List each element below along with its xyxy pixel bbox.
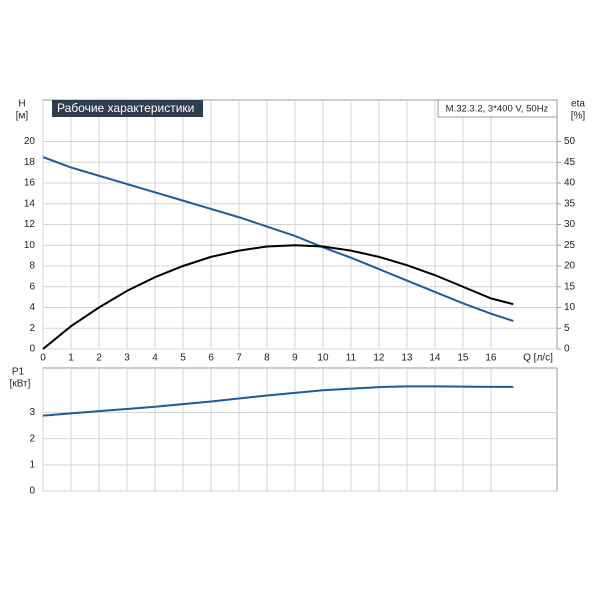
y-tick-label: 18 [24, 157, 36, 168]
y-tick-label: 0 [29, 344, 35, 355]
x-tick-label: 13 [401, 353, 413, 364]
y-tick-label: 3 [29, 407, 35, 418]
y-tick-label: 2 [29, 433, 35, 444]
y2-tick-label: 50 [564, 136, 576, 147]
y2-tick-label: 15 [564, 281, 576, 292]
y-tick-label: 10 [24, 240, 36, 251]
y-tick-label: 4 [29, 302, 35, 313]
y-unit: [кВт] [10, 379, 31, 390]
x-tick-label: 11 [346, 353, 357, 364]
y-label: H [18, 99, 25, 110]
y2-label: eta [571, 99, 585, 110]
x-tick-label: 2 [96, 353, 102, 364]
y-tick-label: 2 [29, 323, 35, 334]
x-tick-label: 9 [292, 353, 298, 364]
x-tick-label: 8 [264, 353, 270, 364]
y-tick-label: 6 [29, 281, 35, 292]
x-tick-label: 16 [485, 353, 497, 364]
y-tick-label: 1 [29, 459, 35, 470]
x-tick-label: 10 [317, 353, 329, 364]
y2-tick-label: 0 [564, 344, 570, 355]
y-tick-label: 12 [24, 219, 36, 230]
x-tick-label: 3 [124, 353, 130, 364]
y2-tick-label: 10 [564, 302, 576, 313]
curve [42, 244, 514, 350]
curve [42, 156, 514, 322]
y-tick-label: 20 [24, 136, 36, 147]
y2-unit: [%] [571, 111, 586, 122]
chart-title: Рабочие характеристики [57, 101, 194, 115]
x-tick-label: 15 [457, 353, 469, 364]
x-tick-label: 6 [208, 353, 214, 364]
x-tick-label: 1 [68, 353, 74, 364]
y-tick-label: 0 [29, 486, 35, 497]
x-tick-label: 0 [40, 353, 46, 364]
model-box [437, 99, 558, 118]
x-tick-label: 7 [236, 353, 242, 364]
title-box [52, 100, 203, 117]
x-tick-label: 12 [373, 353, 385, 364]
x-label: Q [л/с] [523, 353, 553, 364]
x-tick-label: 14 [429, 353, 441, 364]
y-unit: [м] [16, 111, 29, 122]
y2-tick-label: 30 [564, 219, 576, 230]
y2-tick-label: 20 [564, 261, 576, 272]
x-tick-label: 5 [180, 353, 186, 364]
curve [42, 385, 514, 417]
y-tick-label: 8 [29, 261, 35, 272]
y2-tick-label: 5 [564, 323, 570, 334]
plot-area [42, 367, 558, 492]
y-label: P1 [12, 367, 25, 378]
y2-tick-label: 40 [564, 178, 576, 189]
chart-subtitle: M.32.3.2, 3*400 V, 50Hz [446, 104, 549, 115]
y2-tick-label: 35 [564, 198, 576, 209]
y-tick-label: 16 [24, 178, 36, 189]
x-tick-label: 4 [152, 353, 158, 364]
y2-tick-label: 25 [564, 240, 576, 251]
y2-tick-label: 45 [564, 157, 576, 168]
y-tick-label: 14 [24, 198, 36, 209]
